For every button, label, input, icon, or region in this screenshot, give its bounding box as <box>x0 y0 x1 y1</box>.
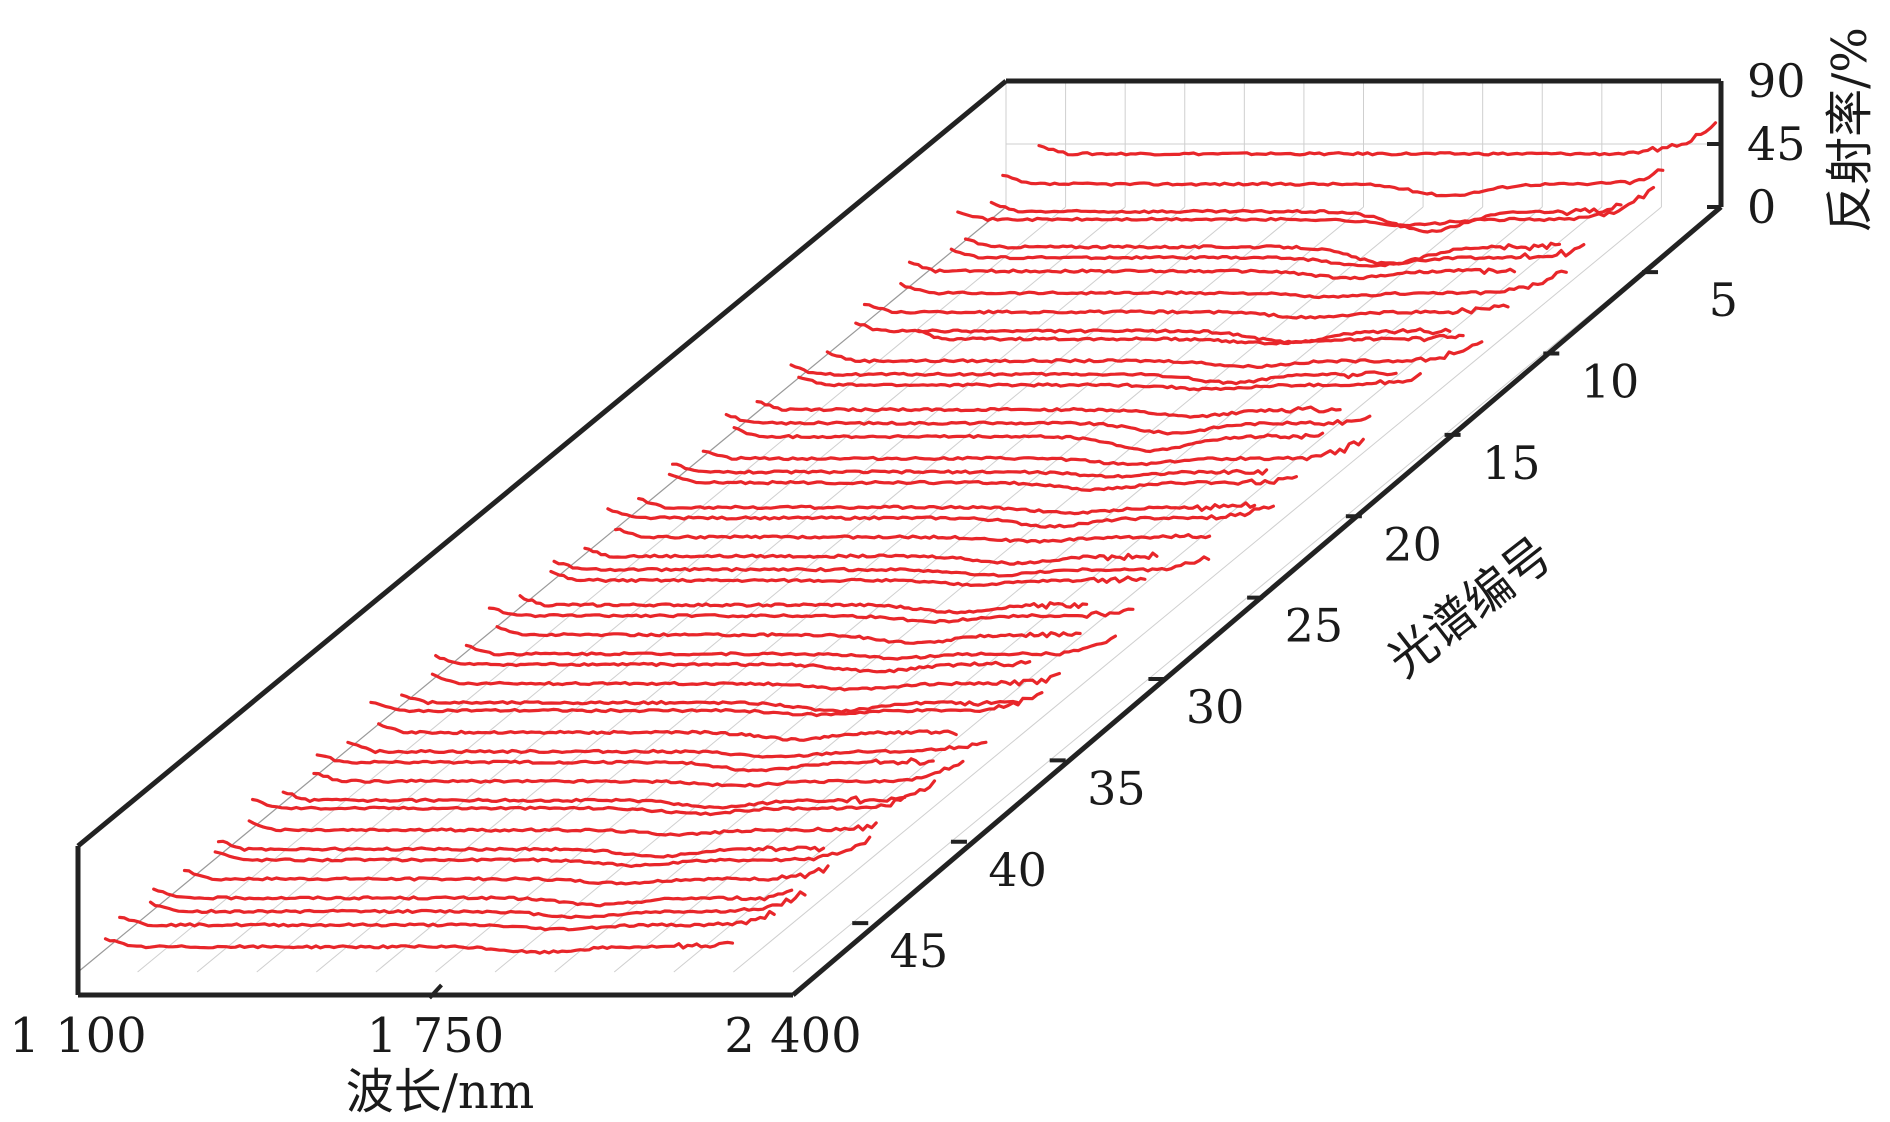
x-tick-label: 1 750 <box>367 1008 504 1064</box>
spectrum-series-line <box>667 472 1298 492</box>
floor-gridline-wavelength <box>673 206 1603 973</box>
spectrum-series-line <box>495 625 1082 645</box>
spectrum-series-line <box>552 555 1211 578</box>
z-axis-title: 反射率/% <box>1822 27 1878 233</box>
x-tick-label: 2 400 <box>724 1008 861 1064</box>
y-tick-label: 5 <box>1709 273 1738 327</box>
spectrum-series-line <box>732 426 1325 454</box>
spectrum-series-line <box>963 237 1562 266</box>
spectrum-series-line <box>949 243 1586 268</box>
spectrum-series-line <box>312 759 965 788</box>
spectrum-series-line <box>148 890 807 920</box>
spectrum-series-line <box>854 321 1452 345</box>
spectrum-series-line <box>614 527 1212 544</box>
z-tick-label: 45 <box>1747 117 1806 171</box>
y-tick-label: 40 <box>988 843 1047 897</box>
spectrum-series-line <box>152 887 794 908</box>
spectrum-series-line <box>315 753 935 773</box>
x-tick-label: 1 100 <box>9 1008 146 1064</box>
left-top-edge <box>76 79 1008 848</box>
y-tick-label: 25 <box>1285 599 1344 653</box>
y-tick-label: 20 <box>1383 517 1442 571</box>
y-tick-label: 15 <box>1482 436 1541 490</box>
y-tick-label: 10 <box>1581 354 1640 408</box>
floor-left-edge <box>77 206 1007 973</box>
spectrum-series-line <box>755 400 1342 419</box>
spectrum-series-line <box>118 909 776 932</box>
spectrum-series-line <box>899 269 1568 300</box>
z-tick-label: 0 <box>1747 180 1776 234</box>
spectrum-series-line <box>989 200 1623 234</box>
spectrum-series-line <box>1001 168 1665 198</box>
series-layer <box>103 121 1718 955</box>
floor-gridline-wavelength <box>792 206 1722 973</box>
floor-gridline-wavelength <box>316 206 1245 973</box>
spectrum-series-line <box>377 722 958 742</box>
spectrum-series-line <box>1037 121 1718 157</box>
spectrum-series-line <box>789 363 1398 386</box>
floor-gridline-wavelength <box>554 206 1483 973</box>
floor-gridline-wavelength <box>494 206 1424 973</box>
floor-gridline-wavelength <box>137 206 1066 973</box>
spectrum-series-line <box>464 634 1117 661</box>
spectrum-series-line <box>956 185 1656 228</box>
y-tick-label: 35 <box>1087 761 1146 815</box>
spectrum-series-line <box>671 462 1269 479</box>
spectrum-series-line <box>637 497 1257 516</box>
spectrum-series-line <box>434 654 1032 674</box>
floor-gridline-wavelength <box>613 206 1543 973</box>
spectrum-series-line <box>701 437 1365 467</box>
x-axis-title: 波长/nm <box>346 1064 535 1120</box>
spectrum-series-line <box>182 864 830 886</box>
floor-gridline-wavelength <box>256 206 1186 973</box>
spectrum-series-line <box>583 546 1159 566</box>
spectrum-series-line <box>216 839 826 859</box>
spectrum-series-line <box>487 606 1135 624</box>
spectrum-series-line <box>250 779 937 817</box>
spectrum-series-line <box>606 504 1275 529</box>
floor-gridline-wavelength <box>435 206 1364 973</box>
y-tick-label: 30 <box>1186 680 1245 734</box>
spectrum-series-line <box>549 569 1147 587</box>
floor-gridline-wavelength <box>196 206 1126 973</box>
spectrum-series-line <box>825 340 1484 369</box>
floor-gridline-wavelength <box>375 206 1305 973</box>
grid-layer <box>77 80 1722 973</box>
right-bottom-edge <box>791 205 1723 997</box>
spectrum-series-line <box>346 740 988 759</box>
z-tick-label: 90 <box>1747 54 1806 108</box>
spectrum-series-line <box>369 691 1044 718</box>
spectrum-series-line <box>247 819 878 837</box>
spectrum-series-line <box>907 260 1517 281</box>
spectrum-series-line <box>430 671 1061 692</box>
axis-layer <box>75 78 1724 1000</box>
spectrum-series-line <box>213 835 872 868</box>
x-axis-tick <box>428 983 443 1000</box>
spectrum-series-line <box>518 594 1089 615</box>
spectrum-series-line <box>281 790 907 810</box>
floor-gridline-wavelength <box>733 206 1662 973</box>
y-tick-label: 45 <box>890 924 949 978</box>
spectrum-series-line <box>797 372 1422 392</box>
spectrum-series-line <box>103 937 735 955</box>
spectrum-series-line <box>917 328 1465 346</box>
spectrum-series-line <box>400 693 1020 714</box>
spectrum-series-line <box>724 413 1372 436</box>
spectrum-series-line <box>862 302 1510 320</box>
